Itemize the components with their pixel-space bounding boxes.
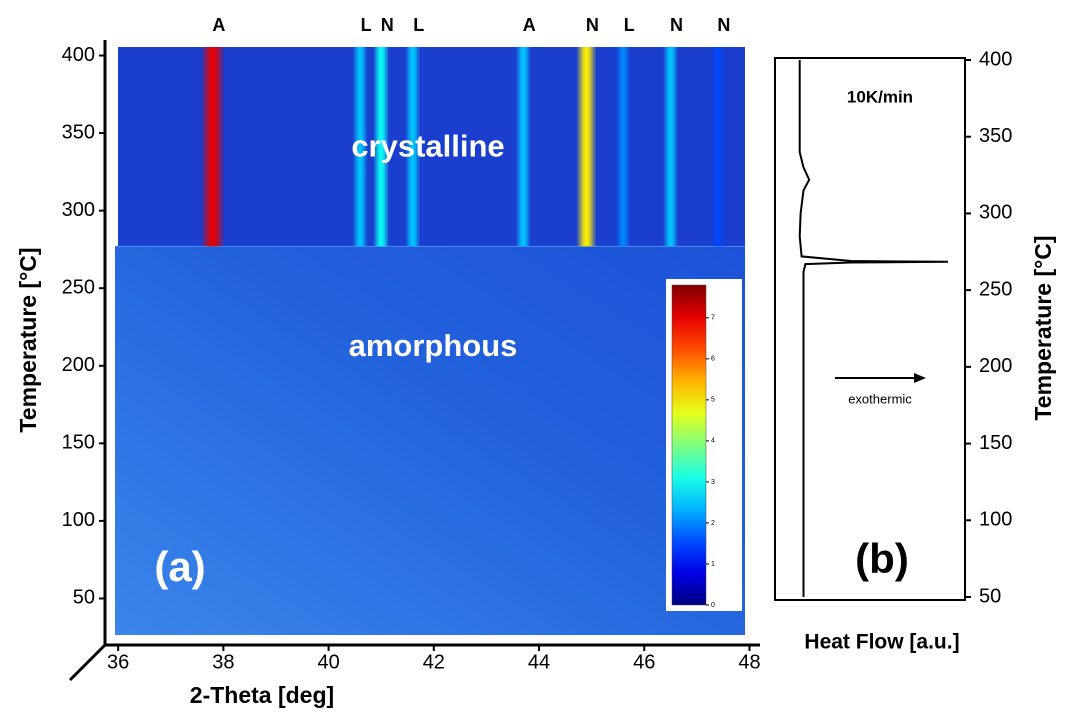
x-tick-label: 36 xyxy=(107,651,129,673)
colorbar-tick-label: 5 xyxy=(711,397,715,404)
plot-frame xyxy=(774,57,966,601)
y-tick-label: 100 xyxy=(62,509,95,531)
x-tick-label: 46 xyxy=(633,651,655,673)
y-axis-title: Temperature [°C] xyxy=(15,247,41,432)
peak-label: A xyxy=(212,15,225,35)
colorbar-tick-label: 6 xyxy=(711,356,715,363)
peak xyxy=(373,47,390,247)
axis-frame xyxy=(68,40,760,682)
region-label: crystalline xyxy=(351,128,504,163)
annotation: exothermic xyxy=(848,391,912,406)
y-tick-label: 250 xyxy=(62,276,95,298)
dsc-curve xyxy=(798,60,948,597)
peak-label: N xyxy=(670,15,683,35)
x-tick-label: 40 xyxy=(317,651,339,673)
panel-label: (b) xyxy=(855,535,909,582)
peak xyxy=(405,47,421,247)
y-tick-label: 50 xyxy=(979,585,1001,607)
peak-label: N xyxy=(586,15,599,35)
colorbar-tick-label: 7 xyxy=(711,315,715,322)
region-label: amorphous xyxy=(349,328,518,363)
x-axis-title: Heat Flow [a.u.] xyxy=(804,631,959,654)
peak-label: L xyxy=(413,15,424,35)
y-tick-label: 300 xyxy=(979,202,1012,224)
peak-label: L xyxy=(624,15,635,35)
y-tick-label: 200 xyxy=(979,355,1012,377)
amorphous-region xyxy=(115,246,745,636)
x-axis-title: 2-Theta [deg] xyxy=(190,682,334,708)
peak-label: L xyxy=(361,15,372,35)
colorbar-tick-label: 0 xyxy=(711,602,715,609)
y-tick-label: 350 xyxy=(979,125,1012,147)
peak xyxy=(711,47,725,247)
x-tick-label: 42 xyxy=(423,651,445,673)
y-tick-label: 300 xyxy=(62,199,95,221)
panel-label: (a) xyxy=(154,543,205,590)
y-tick-label: 150 xyxy=(979,432,1012,454)
x-tick-label: 48 xyxy=(738,651,760,673)
colorbar-tick-label: 1 xyxy=(711,561,715,568)
x-tick-label: 44 xyxy=(528,651,550,673)
peak xyxy=(352,47,368,247)
peak xyxy=(576,47,597,247)
peak xyxy=(515,47,531,247)
peak xyxy=(663,47,679,247)
y-tick-label: 250 xyxy=(979,278,1012,300)
colorbar-tick-label: 2 xyxy=(711,520,715,527)
colorbar-tick-label: 3 xyxy=(711,479,715,486)
y-tick-label: 200 xyxy=(62,354,95,376)
x-tick-label: 38 xyxy=(212,651,234,673)
peak-label: N xyxy=(717,15,730,35)
peak xyxy=(616,47,631,247)
colorbar xyxy=(671,284,707,606)
arrow-head xyxy=(914,373,926,383)
y-tick-label: 400 xyxy=(62,44,95,66)
peak-label: A xyxy=(523,15,536,35)
y-tick-label: 350 xyxy=(62,121,95,143)
y-tick-label: 150 xyxy=(62,432,95,454)
y-tick-label: 100 xyxy=(979,509,1012,531)
peak xyxy=(200,47,225,247)
y-tick-label: 50 xyxy=(73,587,95,609)
colorbar-tick-label: 4 xyxy=(711,438,715,445)
y-axis-title: Temperature [°C] xyxy=(1030,235,1056,420)
peak-label: N xyxy=(381,15,394,35)
rate-label: 10K/min xyxy=(847,87,913,106)
y-tick-label: 400 xyxy=(979,48,1012,70)
